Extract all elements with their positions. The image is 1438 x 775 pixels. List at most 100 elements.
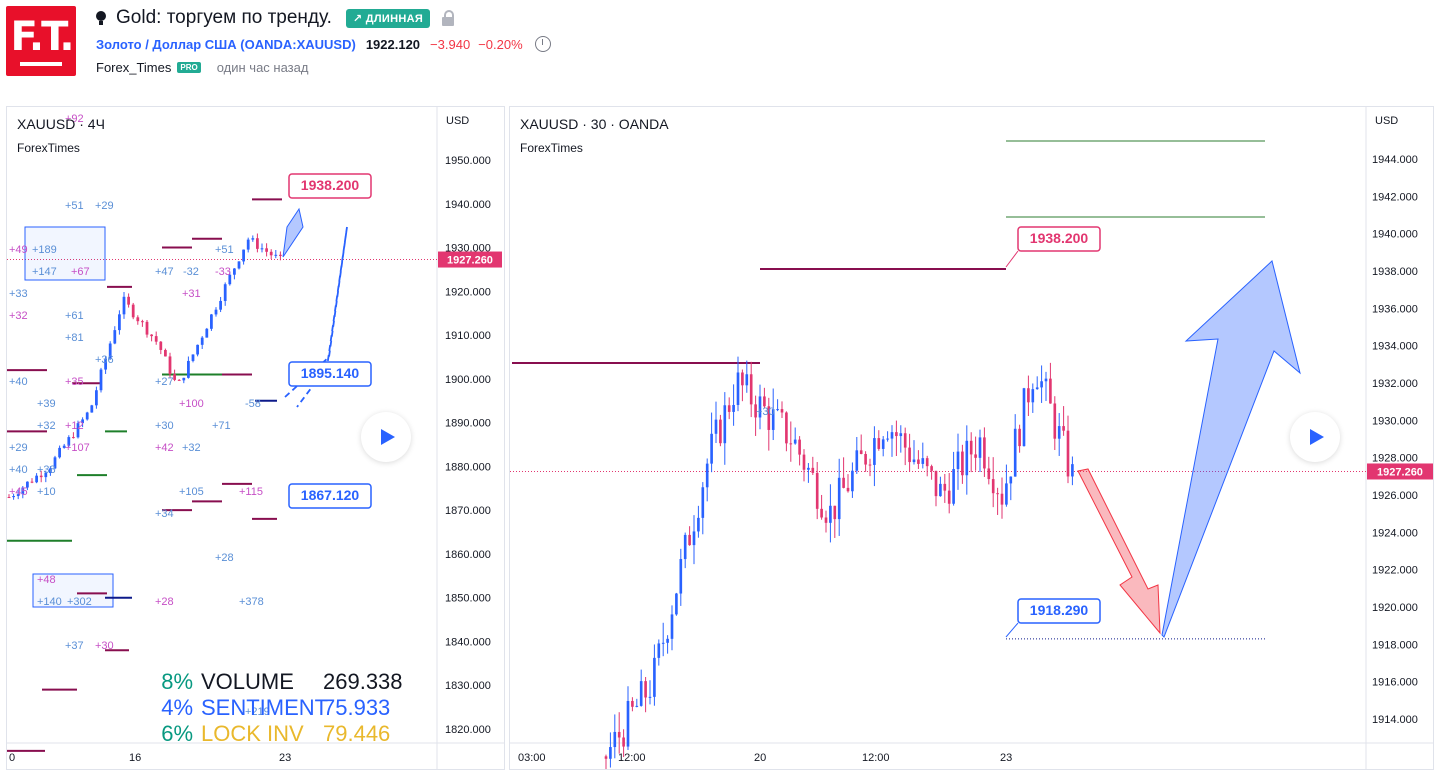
candle-4h-body: [237, 261, 241, 269]
candle-30m-body: [745, 374, 749, 386]
candle-30m-body: [1062, 426, 1065, 431]
candle-30m-body: [653, 657, 656, 697]
chart-canvas-30m[interactable]: USD 1944.000 1942.000 1940.000 1938.000 1936.…: [510, 107, 1433, 769]
candle-30m-body: [978, 437, 982, 458]
candle-30m-body: [864, 453, 867, 465]
volume-box-top: [24, 226, 106, 281]
stat-sentiment-value: 75.933: [323, 695, 391, 720]
candle-4h-body: [279, 254, 282, 256]
stat-volume-value: 269.338: [323, 669, 403, 694]
volume-label: -32: [183, 266, 199, 278]
candle-30m-body: [1009, 476, 1013, 484]
candle-4h-body: [251, 238, 255, 240]
volume-label: +27: [155, 376, 174, 388]
candle-4h-body: [205, 328, 209, 338]
x-tick-label: 0: [9, 752, 15, 764]
chart-pane-4h[interactable]: USD 1950.000 1940.000 1930.000 1920.000 1910.…: [6, 106, 505, 770]
down-arrow: [1077, 468, 1161, 635]
candle-30m-body: [1013, 428, 1017, 477]
x-tick-label: 20: [754, 752, 766, 764]
candle-30m-body: [961, 451, 964, 476]
candle-30m-body: [859, 450, 863, 454]
stat-lockinv-pct: 6%: [161, 721, 193, 746]
candle-4h-body: [58, 447, 61, 458]
volume-label: +147: [32, 266, 57, 278]
symbol-name: Золото / Доллар США: [96, 36, 237, 52]
y-tick-label: 1920.000: [1372, 602, 1418, 614]
y-tick-label: 1840.000: [445, 636, 491, 648]
volume-label: -58: [245, 398, 261, 410]
play-button-left[interactable]: [361, 412, 411, 462]
candle-4h-body: [210, 314, 213, 329]
volume-label: +32: [182, 442, 201, 454]
pro-badge: PRO: [177, 62, 201, 73]
candle-30m-body: [1000, 493, 1004, 505]
y-tick-label: 1900.000: [445, 374, 491, 386]
chart-canvas-4h[interactable]: USD1950.0001940.0001930.0001920.0001910.…: [7, 107, 504, 769]
chart-pane-30m[interactable]: USD 1944.000 1942.000 1940.000 1938.000 1936.…: [509, 106, 1434, 770]
candle-30m-body: [789, 443, 793, 445]
callout-1918-tail: [1005, 622, 1019, 638]
candle-30m-body: [688, 534, 691, 546]
volume-label: +71: [212, 420, 231, 432]
candle-4h-body: [187, 360, 190, 378]
candle-30m-body: [903, 433, 907, 448]
candle-30m-body: [639, 681, 643, 706]
candle-30m-body: [670, 614, 674, 639]
volume-label: +29: [9, 442, 28, 454]
volume-label: +36: [95, 354, 114, 366]
y-tick-label: 1870.000: [445, 505, 491, 517]
symbol-link[interactable]: Золото / Доллар США (OANDA:XAUUSD): [96, 36, 356, 52]
candle-30m-body: [776, 409, 779, 411]
y-tick-label: 1940.000: [445, 199, 491, 211]
candle-4h-body: [256, 238, 259, 249]
candle-30m-body: [666, 638, 669, 643]
candle-4h-body: [219, 300, 222, 310]
candle-30m-body: [631, 700, 634, 707]
symbol-ticker: OANDA:XAUUSD: [244, 36, 352, 52]
x-tick-label: 12:00: [862, 752, 890, 764]
volume-label: +51: [65, 200, 84, 212]
callout-1918-box: [1017, 598, 1101, 624]
x-tick-label: 03:00: [518, 752, 546, 764]
candle-4h-body: [242, 249, 245, 262]
candle-4h-body: [44, 472, 48, 478]
play-button-right[interactable]: [1290, 412, 1340, 462]
y-tick-label: 1930.000: [1372, 415, 1418, 427]
candle-30m-body: [697, 517, 700, 532]
candle-30m-body: [798, 439, 801, 455]
volume-label: +30: [95, 640, 114, 652]
callout-1867-text: 1867.120: [301, 487, 360, 503]
callout-1938-box: [1017, 226, 1101, 252]
author-logo[interactable]: F.T.: [6, 6, 76, 76]
candle-4h-body: [30, 481, 34, 483]
candle-4h-body: [168, 356, 172, 375]
up-arrow-small: [282, 207, 304, 258]
y-tick-label: 1940.000: [1372, 229, 1418, 241]
y-tick-label: 1936.000: [1372, 303, 1418, 315]
candle-4h-body: [260, 248, 264, 250]
candle-30m-body: [1027, 388, 1030, 403]
volume-label: +49: [9, 244, 28, 256]
candle-30m-body: [714, 419, 718, 434]
candle-30m-body: [626, 700, 630, 747]
candle-30m-body: [701, 487, 705, 518]
candle-30m-body: [679, 559, 683, 594]
candle-30m-body: [1053, 403, 1057, 439]
y-tick-label: 1820.000: [445, 724, 491, 736]
last-price-tag-bg: [438, 251, 502, 268]
author-name[interactable]: Forex_Times: [96, 60, 172, 75]
alarm-clock-icon[interactable]: [534, 36, 551, 52]
callout-1867-box: [288, 483, 372, 509]
candle-4h-body: [141, 321, 144, 323]
candle-30m-body: [996, 493, 999, 495]
stat-sentiment-name: SENTIMENT: [201, 695, 329, 720]
candle-30m-body: [736, 372, 740, 405]
candle-30m-body: [1031, 389, 1035, 403]
candle-30m-body: [683, 534, 687, 560]
volume-label: +105: [179, 486, 204, 498]
volume-label: +47: [155, 266, 174, 278]
volume-label: +28: [155, 596, 174, 608]
candle-4h-body: [191, 354, 195, 361]
candle-4h-body: [228, 274, 232, 285]
